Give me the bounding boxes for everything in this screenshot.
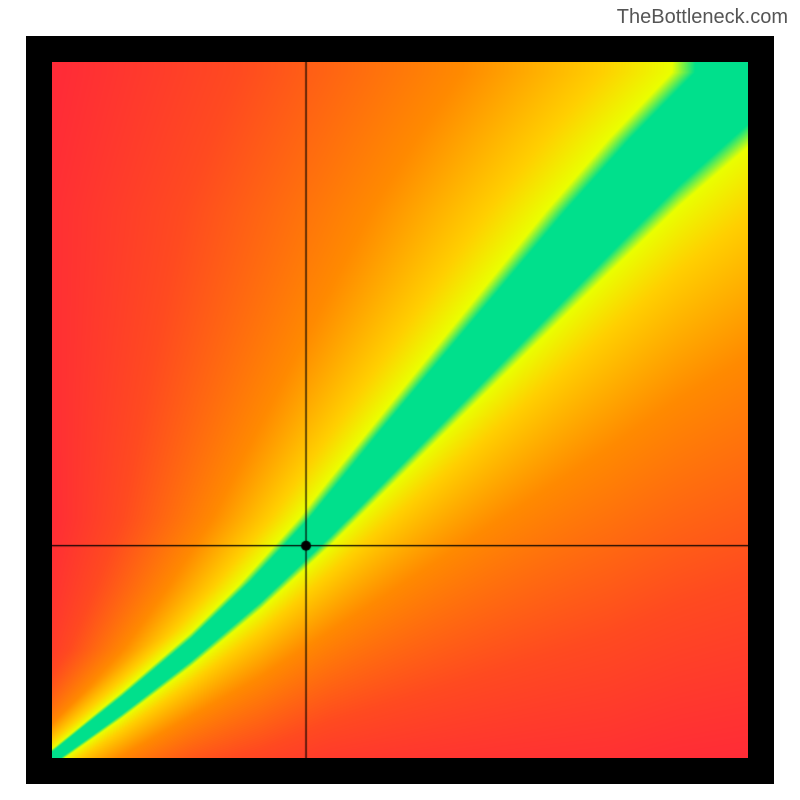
root: TheBottleneck.com [0,0,800,800]
chart-frame [26,36,774,784]
attribution-text: TheBottleneck.com [617,6,788,29]
heatmap-canvas [52,62,748,758]
